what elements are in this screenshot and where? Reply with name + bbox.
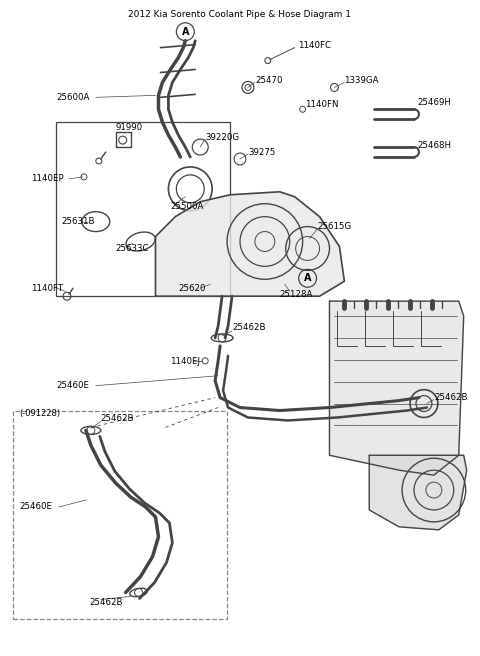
Text: 1140FC: 1140FC xyxy=(298,41,331,50)
Text: A: A xyxy=(181,27,189,37)
Text: 25128A: 25128A xyxy=(280,290,313,298)
Text: 25620: 25620 xyxy=(179,284,206,293)
Text: 25469H: 25469H xyxy=(417,98,451,107)
Text: 1140FN: 1140FN xyxy=(305,100,338,109)
Polygon shape xyxy=(156,192,344,297)
Text: 25500A: 25500A xyxy=(170,202,204,211)
Text: 39275: 39275 xyxy=(248,148,276,157)
Bar xyxy=(56,122,230,297)
Text: 25633C: 25633C xyxy=(116,244,149,253)
Text: 25460E: 25460E xyxy=(56,381,89,390)
Text: 25470: 25470 xyxy=(255,76,282,85)
Text: 25462B: 25462B xyxy=(101,414,134,423)
Text: 25462B: 25462B xyxy=(434,393,468,402)
Text: 1140FT: 1140FT xyxy=(31,284,63,293)
Text: (-091228): (-091228) xyxy=(19,409,60,418)
Text: 25631B: 25631B xyxy=(61,217,95,226)
Text: 25615G: 25615G xyxy=(318,222,352,231)
Text: 91990: 91990 xyxy=(116,123,143,132)
Text: 2012 Kia Sorento Coolant Pipe & Hose Diagram 1: 2012 Kia Sorento Coolant Pipe & Hose Dia… xyxy=(129,10,351,19)
Text: 25468H: 25468H xyxy=(417,140,451,150)
Text: 25462B: 25462B xyxy=(89,598,122,607)
Text: 1140EJ: 1140EJ xyxy=(170,358,201,366)
Text: 1339GA: 1339GA xyxy=(344,76,379,85)
Polygon shape xyxy=(369,455,467,530)
Text: 39220G: 39220G xyxy=(205,133,240,142)
Bar xyxy=(13,411,227,619)
Text: 1140EP: 1140EP xyxy=(31,174,64,184)
Polygon shape xyxy=(329,301,464,475)
Text: 25462B: 25462B xyxy=(232,323,265,333)
Text: 25460E: 25460E xyxy=(19,502,52,512)
Text: 25600A: 25600A xyxy=(56,93,89,102)
Text: A: A xyxy=(304,274,312,283)
